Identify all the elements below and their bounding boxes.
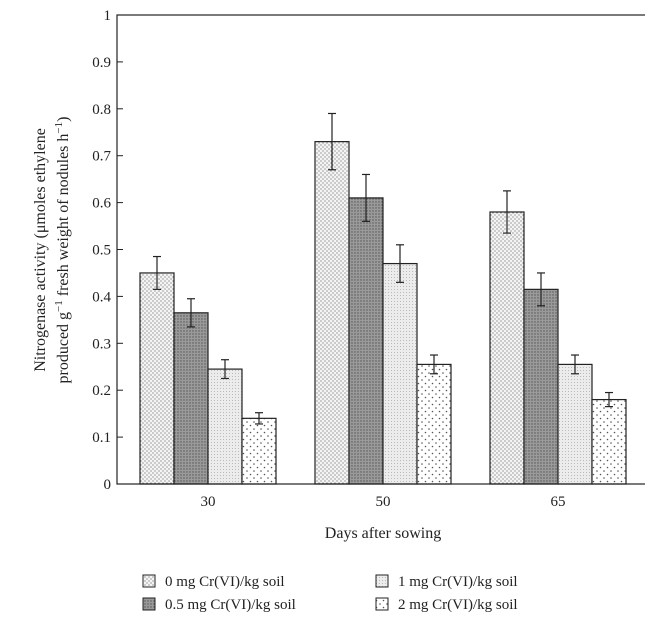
bar-0-2 xyxy=(489,211,525,485)
y-tick-label: 1 xyxy=(104,8,112,24)
legend-label-1: 0.5 mg Cr(VI)/kg soil xyxy=(165,597,296,613)
y-tick-label: 0.7 xyxy=(92,149,111,165)
x-tick-label: 50 xyxy=(376,494,391,510)
y-tick-label: 0.9 xyxy=(92,55,111,71)
bar-0-0 xyxy=(139,272,175,485)
bar-2-2 xyxy=(557,363,593,485)
bar-3-0 xyxy=(241,417,277,485)
x-tick-label: 30 xyxy=(201,494,216,510)
legend-label-0: 0 mg Cr(VI)/kg soil xyxy=(165,574,285,590)
bar-1-0 xyxy=(173,312,209,485)
legend-swatch-3 xyxy=(375,597,389,611)
y-tick-label: 0.6 xyxy=(92,196,111,212)
legend-label-3: 2 mg Cr(VI)/kg soil xyxy=(398,597,518,613)
bar-1-2 xyxy=(523,288,559,485)
bar-0-1 xyxy=(314,141,350,485)
x-tick-label: 65 xyxy=(551,494,566,510)
y-tick-label: 0.4 xyxy=(92,289,111,305)
legend-swatch-2 xyxy=(375,574,389,588)
legend-label-2: 1 mg Cr(VI)/kg soil xyxy=(398,574,518,590)
y-tick-label: 0.2 xyxy=(92,383,111,399)
x-tick-labels: 30 50 65 xyxy=(201,478,566,510)
legend-swatch-1 xyxy=(142,597,156,611)
plot-frame xyxy=(116,14,645,485)
bar-2-0 xyxy=(207,368,243,485)
x-axis-title: Days after sowing xyxy=(325,525,441,542)
y-tick-label: 0 xyxy=(104,477,112,493)
bar-3-2 xyxy=(591,398,627,485)
bar-3-1 xyxy=(416,363,452,485)
legend-swatch-0 xyxy=(142,574,156,588)
y-tick-label: 0.5 xyxy=(92,243,111,259)
y-tick-label: 0.3 xyxy=(92,336,111,352)
y-tick-label: 0.8 xyxy=(92,102,111,118)
y-axis-title-line1: Nitrogenase activity (μmoles ethylene xyxy=(32,128,49,372)
legend: 0 mg Cr(VI)/kg soil 0.5 mg Cr(VI)/kg soil… xyxy=(142,574,518,613)
y-tick-label: 0.1 xyxy=(92,430,111,446)
bars xyxy=(139,112,627,485)
bar-2-1 xyxy=(382,262,418,485)
bar-1-1 xyxy=(348,197,384,485)
y-axis-title-line2: produced g−1 fresh weight of nodules h−1… xyxy=(53,117,72,384)
y-ticks: 0 0.1 0.2 0.3 0.4 0.5 0.6 0.7 0.8 0.9 1 xyxy=(92,8,123,493)
